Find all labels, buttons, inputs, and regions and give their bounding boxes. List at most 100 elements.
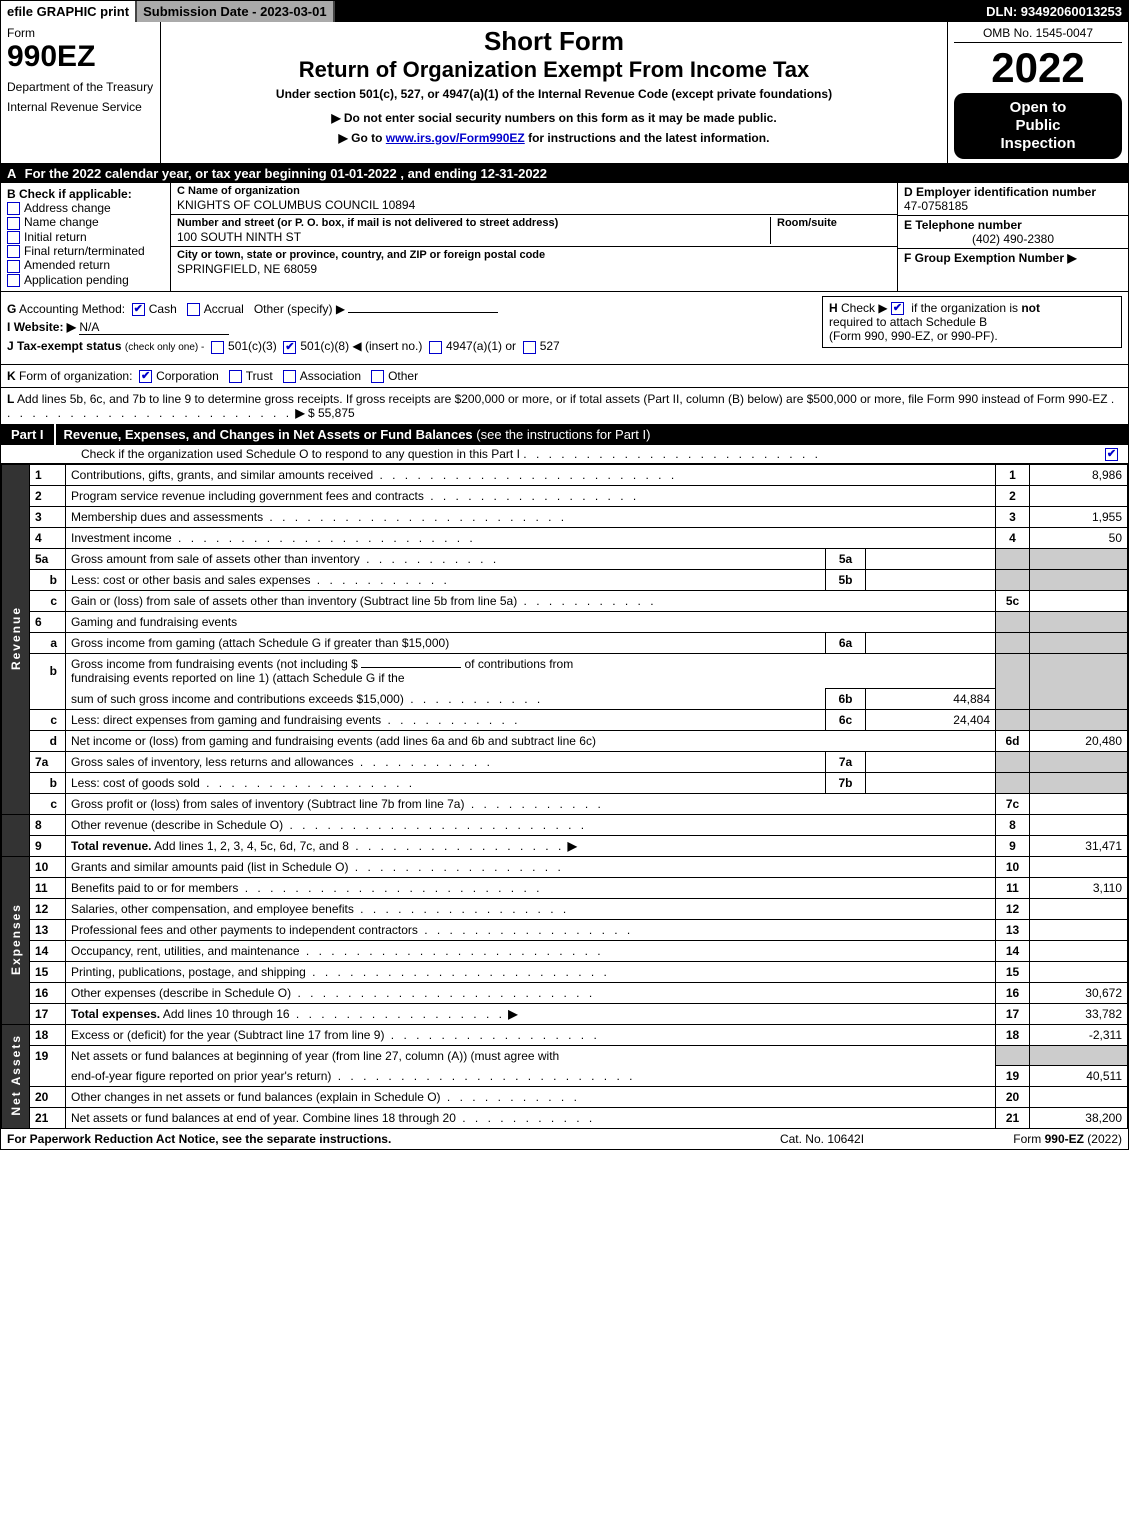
amount-cell: 8,986	[1030, 464, 1128, 485]
letter-a: A	[7, 166, 21, 181]
j-sub: (check only one) -	[125, 342, 204, 353]
check-cash[interactable]: ✔	[132, 303, 145, 316]
arrow-icon: ▶	[339, 131, 348, 145]
line-text: Contributions, gifts, grants, and simila…	[66, 464, 996, 485]
l-text: Add lines 5b, 6c, and 7b to line 9 to de…	[17, 392, 1108, 406]
part1-title: Revenue, Expenses, and Changes in Net As…	[56, 424, 1128, 445]
form-number: 990EZ	[7, 40, 154, 74]
arrow-icon: ▶	[1067, 251, 1076, 265]
ein-value: 47-0758185	[904, 199, 1122, 213]
table-row: c Gross profit or (loss) from sales of i…	[2, 793, 1128, 814]
ssn-warning-text: Do not enter social security numbers on …	[344, 111, 777, 125]
table-row: 4 Investment income 4 50	[2, 527, 1128, 548]
i-label: Website: ▶	[14, 320, 76, 334]
table-row: end-of-year figure reported on prior yea…	[2, 1066, 1128, 1087]
box-def: D Employer identification number 47-0758…	[898, 183, 1128, 291]
g-other: Other (specify) ▶	[254, 302, 345, 316]
city-cell: City or town, state or province, country…	[171, 247, 897, 278]
table-row: 11 Benefits paid to or for members 11 3,…	[2, 877, 1128, 898]
table-row: b Less: cost of goods sold 7b	[2, 772, 1128, 793]
table-row: Revenue 1 Contributions, gifts, grants, …	[2, 464, 1128, 485]
k-corp: Corporation	[156, 369, 219, 383]
header-left: Form 990EZ Department of the Treasury In…	[1, 22, 161, 163]
j-label: Tax-exempt status	[17, 339, 121, 353]
page-footer: For Paperwork Reduction Act Notice, see …	[1, 1129, 1128, 1149]
table-row: 15 Printing, publications, postage, and …	[2, 961, 1128, 982]
table-row: 5a Gross amount from sale of assets othe…	[2, 548, 1128, 569]
letter-h: H	[829, 301, 838, 315]
part1-header: Part I Revenue, Expenses, and Changes in…	[1, 424, 1128, 445]
table-row: 3 Membership dues and assessments 3 1,95…	[2, 506, 1128, 527]
org-name-value: KNIGHTS OF COLUMBUS COUNCIL 10894	[177, 198, 891, 212]
g-accrual: Accrual	[204, 302, 244, 316]
section-bcdef: B Check if applicable: Address change Na…	[1, 183, 1128, 292]
check-accrual[interactable]	[187, 303, 200, 316]
table-row: b Gross income from fundraising events (…	[2, 653, 1128, 688]
goto-pre: Go to	[351, 131, 386, 145]
box-d: D Employer identification number 47-0758…	[898, 183, 1128, 216]
form-990ez-page: efile GRAPHIC print Submission Date - 20…	[0, 0, 1129, 1150]
letter-j: J	[7, 339, 14, 353]
l-amount: $ 55,875	[308, 406, 355, 420]
h-text4: (Form 990, 990-EZ, or 990-PF).	[829, 329, 998, 343]
part1-label: Part I	[1, 424, 56, 445]
box-b-header: B Check if applicable:	[7, 187, 164, 201]
j-527: 527	[540, 339, 560, 353]
arrow-icon: ▶	[331, 111, 340, 125]
check-association[interactable]	[283, 370, 296, 383]
check-address-change[interactable]: Address change	[7, 201, 164, 215]
box-b: B Check if applicable: Address change Na…	[1, 183, 171, 291]
header-center: Short Form Return of Organization Exempt…	[161, 22, 948, 163]
org-name-label: C Name of organization	[177, 185, 891, 197]
table-row: sum of such gross income and contributio…	[2, 688, 1128, 709]
table-row: Expenses 10 Grants and similar amounts p…	[2, 856, 1128, 877]
form-header: Form 990EZ Department of the Treasury In…	[1, 22, 1128, 164]
j-501c3: 501(c)(3)	[228, 339, 277, 353]
org-name-cell: C Name of organization KNIGHTS OF COLUMB…	[171, 183, 897, 215]
revenue-vlabel: Revenue	[2, 464, 30, 814]
j-501c-p: ) ◀ (insert no.)	[345, 339, 422, 353]
table-row: c Less: direct expenses from gaming and …	[2, 709, 1128, 730]
check-other-org[interactable]	[371, 370, 384, 383]
expenses-vlabel: Expenses	[2, 856, 30, 1024]
return-title: Return of Organization Exempt From Incom…	[169, 57, 939, 83]
check-initial-return[interactable]: Initial return	[7, 230, 164, 244]
check-4947[interactable]	[429, 341, 442, 354]
letter-k: K	[7, 369, 16, 383]
check-name-change[interactable]: Name change	[7, 215, 164, 229]
part1-table: Revenue 1 Contributions, gifts, grants, …	[1, 464, 1128, 1130]
irs-link[interactable]: www.irs.gov/Form990EZ	[386, 131, 525, 145]
j-4947: 4947(a)(1) or	[446, 339, 516, 353]
table-row: 9 Total revenue. Add lines 1, 2, 3, 4, 5…	[2, 835, 1128, 856]
table-row: 7a Gross sales of inventory, less return…	[2, 751, 1128, 772]
topbar-spacer	[335, 1, 981, 22]
room-label: Room/suite	[777, 217, 891, 229]
check-application-pending[interactable]: Application pending	[7, 273, 164, 287]
check-501c3[interactable]	[211, 341, 224, 354]
check-corporation[interactable]: ✔	[139, 370, 152, 383]
street-value: 100 SOUTH NINTH ST	[177, 230, 764, 244]
g-other-blank	[348, 312, 498, 313]
street-label: Number and street (or P. O. box, if mail…	[177, 217, 764, 229]
website-value: N/A	[79, 320, 229, 335]
dept-treasury: Department of the Treasury	[7, 80, 154, 94]
check-527[interactable]	[523, 341, 536, 354]
phone-label: E Telephone number	[904, 218, 1122, 232]
table-row: b Less: cost or other basis and sales ex…	[2, 569, 1128, 590]
check-final-return[interactable]: Final return/terminated	[7, 244, 164, 258]
h-text2: if the organization is	[911, 301, 1021, 315]
table-row: 20 Other changes in net assets or fund b…	[2, 1087, 1128, 1108]
table-row: 16 Other expenses (describe in Schedule …	[2, 982, 1128, 1003]
table-row: 2 Program service revenue including gove…	[2, 485, 1128, 506]
g-label: Accounting Method:	[19, 302, 125, 316]
check-schedule-o[interactable]: ✔	[1105, 448, 1118, 461]
check-schedule-b[interactable]: ✔	[891, 302, 904, 315]
box-e: E Telephone number (402) 490-2380	[898, 216, 1128, 249]
check-501c[interactable]: ✔	[283, 341, 296, 354]
omb-number: OMB No. 1545-0047	[954, 26, 1122, 43]
check-amended-return[interactable]: Amended return	[7, 258, 164, 272]
check-trust[interactable]	[229, 370, 242, 383]
part1-check-text: Check if the organization used Schedule …	[81, 447, 520, 461]
open-to-public-box: Open to Public Inspection	[954, 93, 1122, 159]
dots	[523, 447, 821, 461]
